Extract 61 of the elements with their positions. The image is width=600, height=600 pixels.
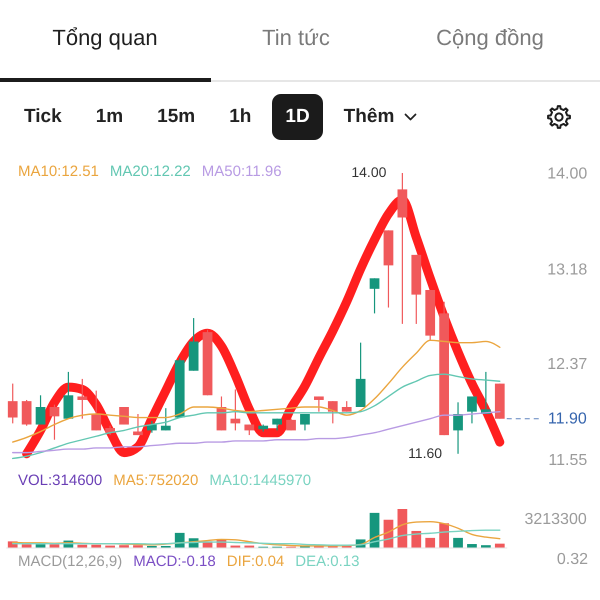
y-tick-label: 11.55: [548, 452, 588, 469]
y-tick-label: 12.37: [547, 356, 588, 373]
bar: [91, 544, 102, 548]
candlestick: [36, 394, 46, 425]
candlestick: [77, 378, 88, 419]
candlestick: [230, 388, 240, 431]
text: DIF:0.04: [226, 553, 284, 571]
y-tick-label: 14.00: [547, 165, 588, 182]
text: MA20:12.22: [110, 163, 191, 181]
bar: [481, 545, 491, 548]
candlestick: [370, 277, 380, 314]
text: MA5:752020: [113, 472, 198, 490]
bar: [453, 538, 463, 548]
line-series: [12, 373, 500, 459]
bar: [22, 544, 32, 548]
text: DEA:0.13: [295, 553, 360, 571]
candlestick: [342, 400, 352, 412]
candlestick: [160, 407, 171, 431]
text: Cộng đồng: [436, 24, 544, 52]
candlestick: [314, 396, 324, 412]
bar: [425, 538, 436, 548]
bar: [77, 544, 88, 548]
bar: [370, 513, 380, 548]
candlestick: [91, 390, 102, 431]
candlestick: [453, 401, 463, 454]
text: Thêm: [344, 105, 394, 129]
candlestick: [64, 370, 74, 419]
text: MA50:11.96: [202, 163, 282, 181]
text: MACD:-0.18: [133, 553, 216, 571]
text: Tin tức: [262, 24, 330, 52]
candlestick: [300, 413, 310, 431]
text: 1m: [96, 105, 124, 129]
candlestick: [22, 399, 32, 426]
line-series: [12, 339, 500, 442]
bar: [398, 509, 408, 548]
candlestick: [8, 382, 18, 424]
annotation: 11.60: [408, 444, 442, 460]
bar: [119, 545, 129, 548]
annotation: 14.00: [351, 164, 387, 180]
text: MA10:1445970: [209, 472, 312, 490]
text: 3213300: [524, 511, 587, 528]
chart-title: VOL:314600: [18, 472, 102, 490]
text: MA10:12.51: [18, 163, 99, 181]
bar: [494, 544, 505, 548]
y-tick-label: 13.18: [547, 261, 588, 278]
candlestick: [467, 396, 477, 424]
bar: [50, 544, 60, 548]
bar: [133, 545, 143, 548]
bar: [36, 544, 46, 548]
ref-line-label: 11.90: [548, 410, 587, 428]
bar: [467, 544, 477, 548]
text: 0.32: [556, 550, 588, 570]
candlestick: [286, 418, 296, 431]
text: 1h: [229, 105, 252, 129]
candlestick: [133, 413, 143, 436]
text: 15m: [157, 105, 196, 129]
text: Tick: [24, 105, 62, 129]
candlestick: [50, 404, 60, 440]
text: Tổng quan: [52, 24, 158, 52]
text: 1D: [285, 105, 310, 129]
text: MACD(12,26,9): [18, 553, 122, 571]
